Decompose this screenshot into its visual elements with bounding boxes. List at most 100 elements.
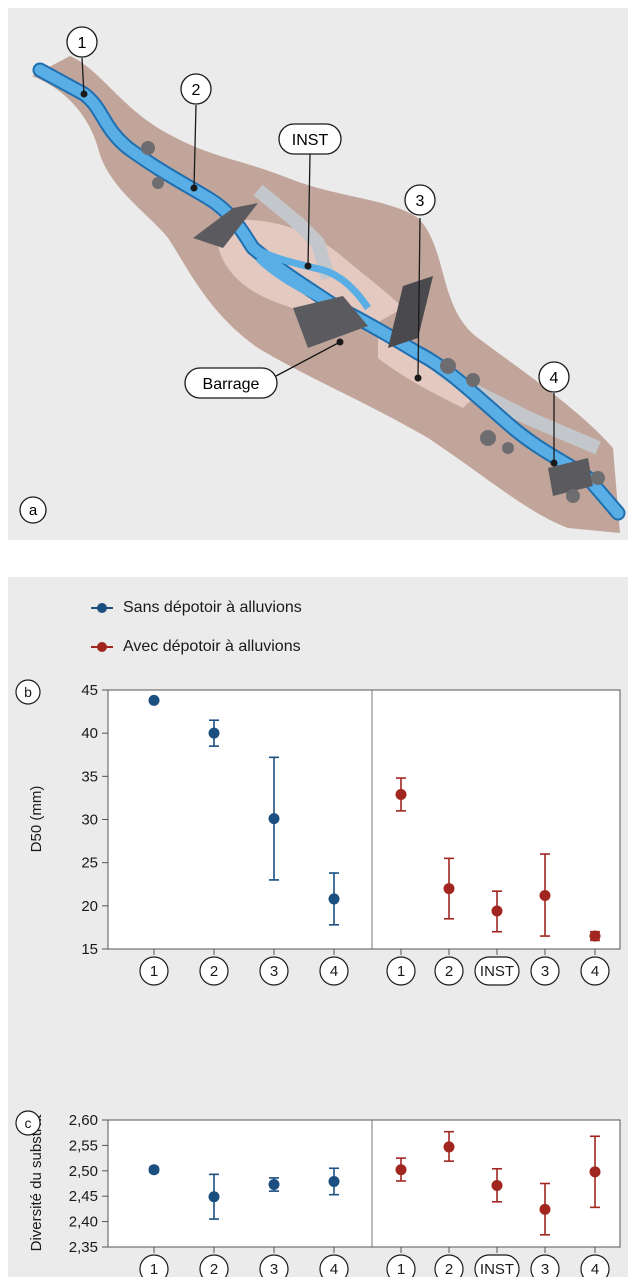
dam [548, 458, 593, 496]
data-point [395, 1164, 407, 1176]
y-tick-label: 40 [81, 725, 98, 742]
panel-letter: b [24, 684, 32, 700]
data-point [268, 1179, 280, 1191]
data-point [148, 1164, 160, 1176]
data-point [539, 889, 551, 901]
river-illustration-panel: 1 2 INST 3 4 Barrage a [8, 8, 628, 540]
y-tick-label: 2,40 [69, 1214, 98, 1231]
y-tick-label: 20 [81, 898, 98, 915]
svg-text:1: 1 [78, 35, 87, 52]
category-label: 2 [445, 963, 453, 980]
category-bubble [386, 956, 416, 986]
panel-letter: c [25, 1115, 32, 1131]
category-label: 1 [397, 1261, 405, 1277]
plot-area [107, 1119, 621, 1248]
data-point [443, 1141, 455, 1153]
y-axis-label: Diversité du substrat [28, 1114, 45, 1252]
panel-letter-a: a [19, 496, 47, 524]
data-point [589, 1166, 601, 1178]
y-tick-label: 2,45 [69, 1188, 98, 1205]
svg-text:3: 3 [416, 193, 425, 210]
svg-text:Barrage: Barrage [203, 376, 260, 393]
data-point [443, 883, 455, 895]
svg-text:INST: INST [292, 132, 329, 149]
legend-marker-without [91, 603, 113, 613]
dam [293, 296, 368, 348]
data-point [328, 1175, 340, 1187]
y-tick-label: 2,50 [69, 1163, 98, 1180]
floodplain [378, 338, 478, 408]
site-callout-inst: INST [278, 123, 342, 155]
charts-panel: Sans dépotoir à alluvions Avec dépotoir … [8, 577, 628, 1284]
dam-callout: Barrage [184, 367, 278, 399]
category-bubble [319, 956, 349, 986]
category-label: INST [480, 1261, 514, 1277]
y-tick-label: 2,35 [69, 1239, 98, 1256]
chart-c: 2,35 2,40 2,45 2,50 2,55 2,60 Diversité du sub… [15, 1110, 621, 1284]
legend-label-with: Avec dépotoir à alluvions [123, 638, 301, 655]
dam [388, 276, 433, 348]
data-point [148, 694, 160, 706]
legend-item-without: Sans dépotoir à alluvions [91, 599, 302, 617]
chart-b: 15 20 25 30 35 40 45 D50 (mm) b 1 2 3 4 1 2 INST 3 4 [15, 679, 621, 986]
callout-dots [80, 90, 558, 467]
category-bubble [139, 956, 169, 986]
y-tick-label: 2,60 [69, 1112, 98, 1129]
category-label: 1 [397, 963, 405, 980]
category-label: INST [480, 963, 514, 980]
category-bubble [580, 956, 610, 986]
svg-text:4: 4 [550, 370, 559, 387]
plot-area [107, 689, 621, 950]
floodplain [217, 219, 403, 328]
site-callout-1: 1 [66, 26, 98, 58]
data-point [328, 893, 340, 905]
category-bubble [474, 956, 520, 986]
data-point [539, 1203, 551, 1215]
rocks [141, 141, 605, 503]
y-tick-label: 45 [81, 682, 98, 699]
dam [193, 203, 258, 248]
category-label: 2 [210, 963, 218, 980]
category-label: 4 [330, 1261, 338, 1277]
legend-marker-with [91, 642, 113, 652]
panel-letter-circle [15, 1110, 41, 1136]
category-label: 1 [150, 1261, 158, 1277]
data-point [208, 727, 220, 739]
category-bubble [199, 956, 229, 986]
svg-text:2: 2 [192, 82, 201, 99]
y-tick-label: 25 [81, 855, 98, 872]
y-tick-label: 2,55 [69, 1137, 98, 1154]
y-axis-label: D50 (mm) [28, 786, 45, 853]
category-label: 2 [210, 1261, 218, 1277]
category-bubble [530, 956, 560, 986]
category-label: 1 [150, 963, 158, 980]
category-label: 4 [591, 963, 599, 980]
y-tick-label: 15 [81, 941, 98, 958]
category-label: 4 [330, 963, 338, 980]
y-tick-label: 30 [81, 812, 98, 829]
category-label: 3 [541, 963, 549, 980]
site-callout-3: 3 [404, 184, 436, 216]
data-point [491, 1180, 503, 1192]
category-label: 3 [541, 1261, 549, 1277]
category-bubble [259, 956, 289, 986]
callout-lines [81, 57, 555, 463]
category-label: 4 [591, 1261, 599, 1277]
panel-letter-circle [15, 679, 41, 705]
data-point [268, 813, 280, 825]
river-schematic: 1 2 INST 3 4 Barrage a [19, 26, 626, 533]
svg-text:a: a [29, 502, 38, 519]
data-point [589, 930, 601, 942]
category-label: 3 [270, 963, 278, 980]
data-point [491, 905, 503, 917]
legend-label-without: Sans dépotoir à alluvions [123, 599, 302, 616]
category-label: 2 [445, 1261, 453, 1277]
legend-item-with: Avec dépotoir à alluvions [91, 638, 301, 656]
category-label: 3 [270, 1261, 278, 1277]
site-callout-4: 4 [538, 361, 570, 393]
data-point [395, 788, 407, 800]
y-tick-label: 35 [81, 768, 98, 785]
site-callout-2: 2 [180, 73, 212, 105]
category-bubble [434, 956, 464, 986]
